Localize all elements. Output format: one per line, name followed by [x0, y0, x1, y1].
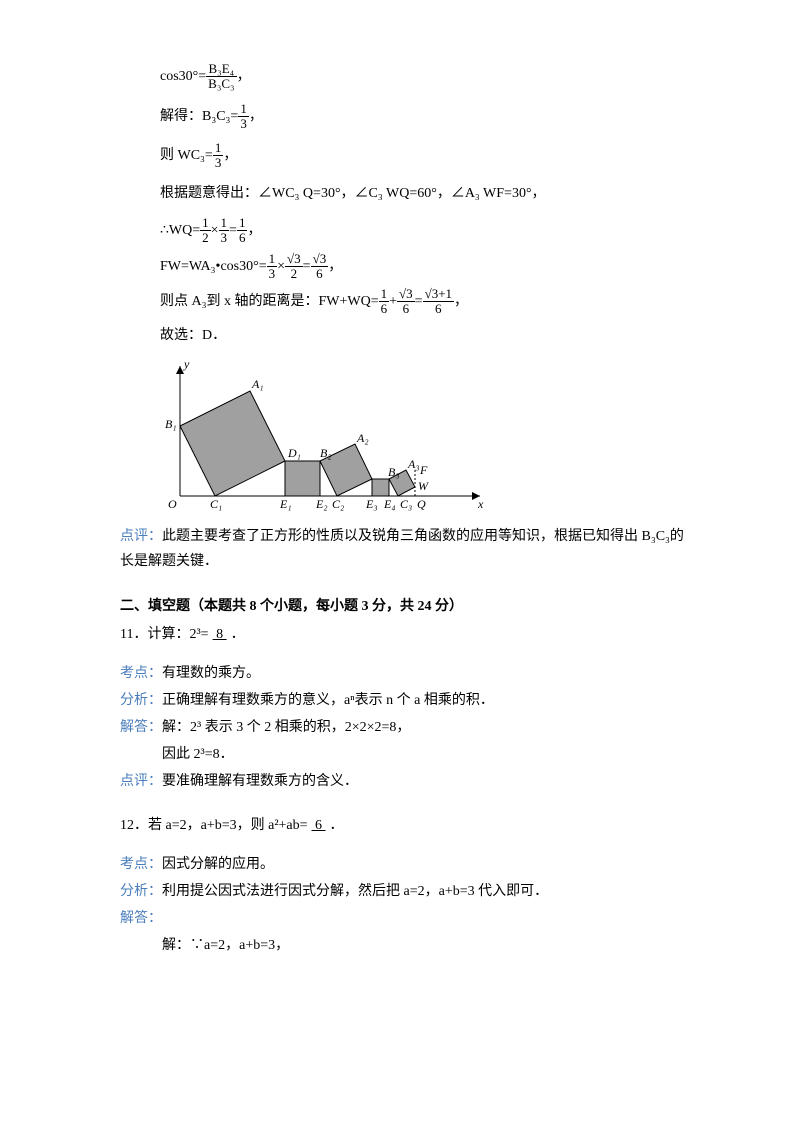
q11: 11．计算：2³= 8 ．	[120, 622, 694, 647]
q12-jieda-line: 解：∵a=2，a+b=3，	[162, 933, 694, 958]
svg-text:B₁: B₁	[165, 417, 177, 431]
fraction: 16	[237, 216, 248, 246]
svg-text:A₂: A₂	[356, 431, 369, 445]
svg-text:Q: Q	[417, 497, 426, 511]
fraction: 13	[213, 141, 224, 171]
q12-fenxi: 分析：利用提公因式法进行因式分解，然后把 a=2，a+b=3 代入即可．	[120, 879, 694, 904]
fraction: 16	[379, 287, 390, 317]
q11-jieda: 解答：解：2³ 表示 3 个 2 相乘的积，2×2×2=8，	[120, 715, 694, 740]
svg-text:F: F	[419, 463, 428, 477]
svg-text:E₃: E₃	[365, 497, 378, 511]
section-2-title: 二、填空题（本题共 8 个小题，每小题 3 分，共 24 分）	[120, 594, 694, 619]
q11-fenxi: 分析：正确理解有理数乘方的意义，aⁿ表示 n 个 a 相乘的积．	[120, 688, 694, 713]
eq-lhs: cos30°=	[160, 69, 206, 84]
svg-text:B₂: B₂	[320, 446, 332, 460]
equation-wq: ∴WQ=12×13=16，	[160, 216, 694, 246]
fraction: B₃E₄B₃C₃	[206, 62, 236, 92]
comment-row: 点评：此题主要考查了正方形的性质以及锐角三角函数的应用等知识，根据已知得出 B₃…	[120, 524, 694, 574]
fraction: √3+16	[423, 287, 454, 317]
q11-kaodian: 考点：有理数的乘方。	[120, 661, 694, 686]
fraction: √32	[285, 252, 303, 282]
comment-label: 点评：	[120, 524, 162, 549]
fraction: √36	[397, 287, 415, 317]
q11-answer: 8	[209, 627, 231, 642]
fraction: 12	[200, 216, 211, 246]
svg-text:C₃: C₃	[400, 497, 412, 511]
svg-text:E₁: E₁	[279, 497, 292, 511]
svg-text:W: W	[418, 479, 429, 493]
fraction: √36	[311, 252, 329, 282]
q12-jieda: 解答：	[120, 906, 694, 931]
fraction: 13	[267, 252, 278, 282]
svg-text:A₃: A₃	[407, 457, 420, 471]
q11-dianping: 点评：要准确理解有理数乘方的含义．	[120, 769, 694, 794]
x-axis-label: x	[477, 497, 484, 511]
q11-jieda-line2: 因此 2³=8．	[162, 742, 694, 767]
svg-text:E₂: E₂	[315, 497, 328, 511]
fraction: 13	[238, 102, 249, 132]
svg-text:A₁: A₁	[251, 377, 264, 391]
svg-text:B₃: B₃	[388, 465, 400, 479]
svg-text:E₄: E₄	[383, 497, 396, 511]
equation-distance: 则点 A₃到 x 轴的距离是：FW+WQ=16+√36=√3+16，	[160, 287, 694, 317]
comment-text: 此题主要考查了正方形的性质以及锐角三角函数的应用等知识，根据已知得出 B₃C₃的…	[120, 529, 684, 569]
svg-text:D₁: D₁	[287, 446, 301, 460]
equation-cos30: cos30°=B₃E₄B₃C₃，	[160, 62, 694, 92]
equation-fw: FW=WA₃•cos30°=13×√32=√36，	[160, 252, 694, 282]
y-axis-label: y	[183, 357, 190, 371]
fraction: 13	[219, 216, 230, 246]
svg-text:C₂: C₂	[332, 497, 344, 511]
angle-line: 根据题意得出：∠WC₃ Q=30°，∠C₃ WQ=60°，∠A₃ WF=30°，	[160, 181, 694, 206]
squares-diagram: y x O A₁ B₁ C₁ D₁ E₁ B₂ E₂ A₂ C₂ E₃ B₃ E…	[160, 356, 490, 516]
equation-solve: 解得：B₃C₃=13，	[160, 102, 694, 132]
svg-text:C₁: C₁	[210, 497, 222, 511]
svg-text:O: O	[168, 497, 177, 511]
q12: 12．若 a=2，a+b=3，则 a²+ab= 6 ．	[120, 813, 694, 838]
q12-kaodian: 考点：因式分解的应用。	[120, 852, 694, 877]
equation-wc3: 则 WC₃=13，	[160, 141, 694, 171]
q12-answer: 6	[308, 818, 330, 833]
conclusion: 故选：D．	[160, 323, 694, 348]
